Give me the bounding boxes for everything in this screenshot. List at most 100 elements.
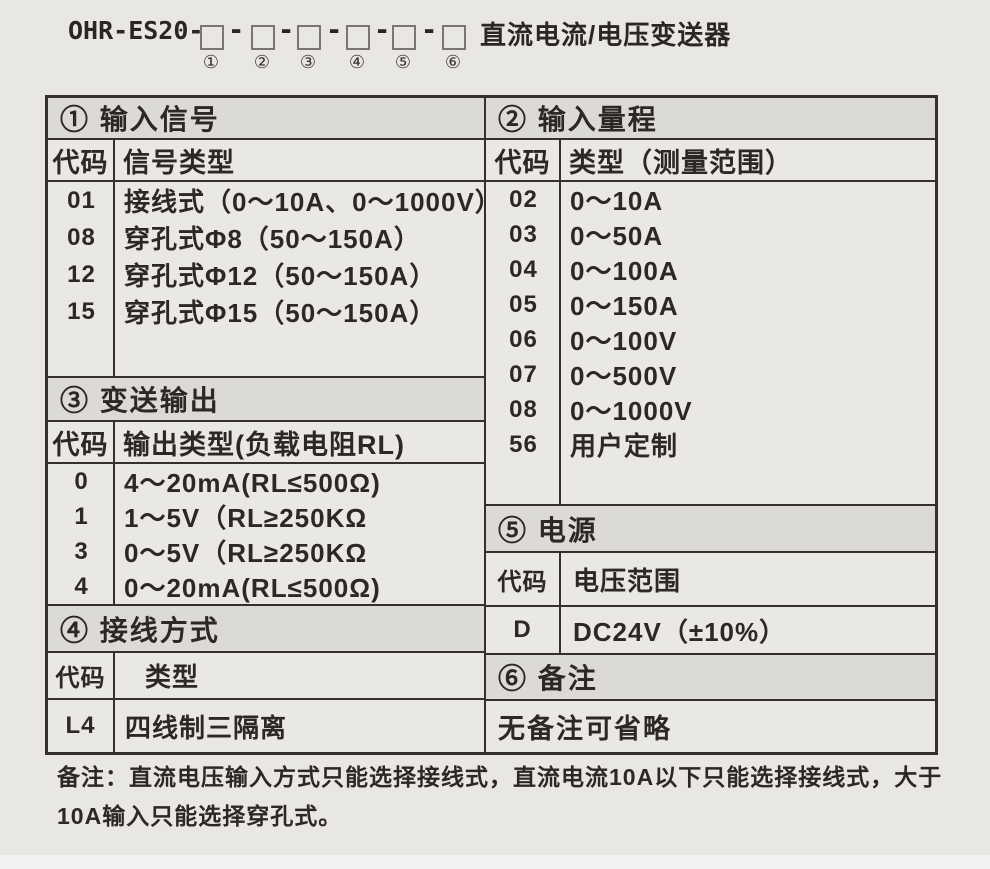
model-code-box-2 <box>251 25 275 50</box>
section-title-input-signal: ① 输入信号 <box>48 98 484 140</box>
code-cell: 12 <box>67 260 96 288</box>
output-data-area: 0 4～20mA(RL≤500Ω) 1 1～5V（RL≥250KΩ 3 0～5V… <box>48 464 484 606</box>
column-header-row: 代码 信号类型 <box>48 140 484 182</box>
type-header-cell: 类型（测量范围） <box>569 147 793 178</box>
footer-note: 备注：直流电压输入方式只能选择接线式，直流电流10A以下只能选择接线式，大于 1… <box>57 758 957 836</box>
desc-cell: 穿孔式Φ12（50～150A） <box>124 261 437 291</box>
code-cell: 04 <box>509 255 538 283</box>
column-header-row: 代码 类型 <box>48 653 484 700</box>
table-row: D DC24V（±10%） <box>486 607 935 655</box>
position-marker-3: ③ <box>299 52 317 72</box>
code-cell: 01 <box>67 186 96 214</box>
code-cell: 3 <box>74 537 89 565</box>
code-cell: 1 <box>74 502 89 530</box>
table-row: 3 0～5V（RL≥250KΩ <box>48 534 484 569</box>
code-cell: L4 <box>48 700 115 752</box>
model-dash: - <box>228 15 245 46</box>
table-row: 01 接线式（0～10A、0～1000V） <box>48 182 501 219</box>
table-row: 15 穿孔式Φ15（50～150A） <box>48 293 484 330</box>
desc-cell: 穿孔式Φ15（50～150A） <box>124 298 437 328</box>
table-row: 04 0～100A <box>486 252 935 287</box>
section-title-power: ⑤ 电源 <box>486 506 935 553</box>
desc-cell: 0～50A <box>570 221 664 251</box>
desc-cell: 1～5V（RL≥250KΩ <box>124 503 368 533</box>
position-marker-2: ② <box>253 52 271 72</box>
section-title-output: ③ 变送输出 <box>48 378 484 422</box>
type-header-cell: 信号类型 <box>123 147 235 178</box>
code-cell: 08 <box>509 395 538 423</box>
code-header-cell: 代码 <box>486 553 561 605</box>
model-prefix: OHR-ES20- <box>68 16 204 45</box>
input-range-data-area: 02 0～10A 03 0～50A 04 0～100A 05 0～150A 06 <box>486 182 935 506</box>
product-model-header: OHR-ES20- - - - - - 直流电流/电压变送器 ① ② ③ ④ ⑤… <box>0 0 990 90</box>
desc-cell: 0～150A <box>570 291 679 321</box>
code-cell: 56 <box>509 430 538 458</box>
desc-cell: 0～20mA(RL≤500Ω) <box>124 573 381 603</box>
remark-note-row: 无备注可省略 <box>498 714 672 744</box>
footer-note-line1: 备注：直流电压输入方式只能选择接线式，直流电流10A以下只能选择接线式，大于 <box>57 764 943 790</box>
model-code-box-1 <box>200 25 224 50</box>
selection-table: ① 输入信号 代码 信号类型 01 接线式（0～10A、0～1000V） 08 … <box>45 95 938 755</box>
model-dash: - <box>326 15 343 46</box>
column-header-row: 代码 输出类型(负载电阻RL) <box>48 422 484 464</box>
table-row: 02 0～10A <box>486 182 935 217</box>
left-column: ① 输入信号 代码 信号类型 01 接线式（0～10A、0～1000V） 08 … <box>48 98 501 752</box>
footer-note-line2: 10A输入只能选择穿孔式。 <box>57 803 343 829</box>
desc-cell: 0～100V <box>570 326 678 356</box>
section-title-remark: ⑥ 备注 <box>486 655 935 701</box>
table-row: 1 1～5V（RL≥250KΩ <box>48 499 484 534</box>
table-row: 05 0～150A <box>486 287 935 322</box>
model-dash: - <box>278 15 295 46</box>
code-header-cell: 代码 <box>48 422 115 462</box>
type-header-cell: 电压范围 <box>573 565 682 596</box>
model-code-box-3 <box>297 25 321 50</box>
desc-cell: 0～10A <box>570 186 664 216</box>
position-marker-6: ⑥ <box>444 52 462 72</box>
column-divider <box>113 182 115 376</box>
model-code-box-4 <box>346 25 370 50</box>
model-code-box-6 <box>442 25 466 50</box>
model-dash: - <box>421 15 438 46</box>
input-signal-data-area: 01 接线式（0～10A、0～1000V） 08 穿孔式Φ8（50～150A） … <box>48 182 501 378</box>
code-header-cell: 代码 <box>48 653 115 698</box>
code-cell: 06 <box>509 325 538 353</box>
desc-cell: 用户定制 <box>570 431 679 461</box>
position-marker-4: ④ <box>348 52 366 72</box>
table-row: 56 用户定制 <box>486 427 935 462</box>
type-header-cell: 输出类型(负载电阻RL) <box>123 429 405 460</box>
table-row: 08 穿孔式Φ8（50～150A） <box>48 219 484 256</box>
position-marker-1: ① <box>202 52 220 72</box>
desc-cell: 0～500V <box>570 361 678 391</box>
model-code-box-5 <box>392 25 416 50</box>
code-cell: 15 <box>67 297 96 325</box>
position-marker-5: ⑤ <box>394 52 412 72</box>
desc-cell: 0～5V（RL≥250KΩ <box>124 538 368 568</box>
desc-cell: 穿孔式Φ8（50～150A） <box>124 224 421 254</box>
column-divider <box>559 182 561 504</box>
desc-cell: 4～20mA(RL≤500Ω) <box>124 468 381 498</box>
desc-cell: 四线制三隔离 <box>125 712 288 743</box>
type-header-cell: 类型 <box>145 662 200 692</box>
code-cell: 03 <box>509 220 538 248</box>
desc-cell: 接线式（0～10A、0～1000V） <box>124 187 502 217</box>
bottom-strip <box>0 855 990 869</box>
product-name: 直流电流/电压变送器 <box>480 20 732 50</box>
code-cell: D <box>486 607 561 653</box>
code-header-cell: 代码 <box>486 140 561 180</box>
desc-cell: DC24V（±10%） <box>573 616 787 647</box>
table-row: 03 0～50A <box>486 217 935 252</box>
section-title-wiring: ④ 接线方式 <box>48 606 484 653</box>
table-row: L4 四线制三隔离 <box>48 700 484 752</box>
table-row: 12 穿孔式Φ12（50～150A） <box>48 256 484 293</box>
code-cell: 4 <box>74 572 89 600</box>
code-cell: 08 <box>67 223 96 251</box>
table-row: 0 4～20mA(RL≤500Ω) <box>48 464 484 499</box>
code-cell: 02 <box>509 185 538 213</box>
table-row: 06 0～100V <box>486 322 935 357</box>
column-header-row: 代码 电压范围 <box>486 553 935 607</box>
model-dash: - <box>374 15 391 46</box>
code-cell: 0 <box>74 467 89 495</box>
table-row: 08 0～1000V <box>486 392 935 427</box>
column-divider <box>113 464 115 604</box>
